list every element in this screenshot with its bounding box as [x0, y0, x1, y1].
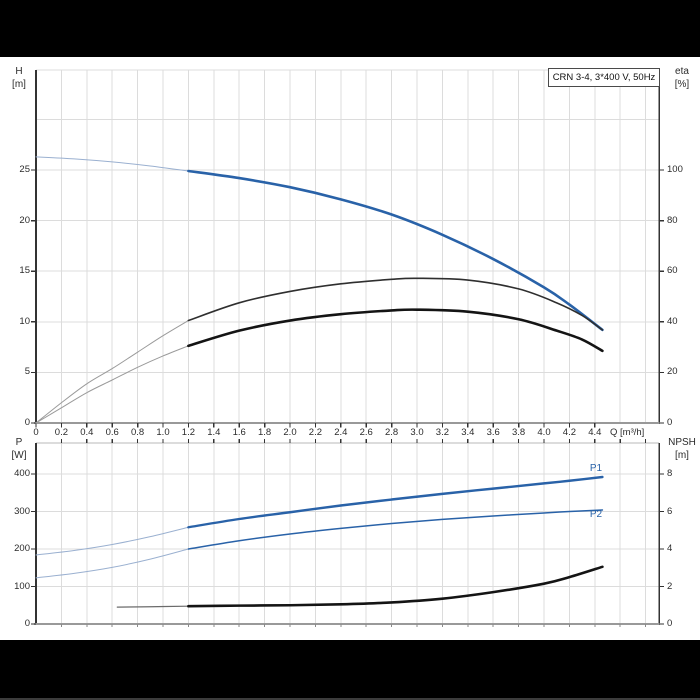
chart-title-box: CRN 3-4, 3*400 V, 50Hz [548, 68, 660, 87]
eta-axis-label: eta [675, 66, 689, 77]
q-tick-label: 2.4 [334, 427, 348, 438]
npsh-tick-label: 2 [667, 580, 673, 592]
npsh-axis-title: NPSH [m] [662, 436, 700, 462]
q-tick-label: 0.8 [130, 427, 145, 438]
npsh-tick-label: 0 [667, 618, 673, 629]
q-tick-label: 2.6 [359, 427, 373, 438]
p1-curve-extension [35, 526, 189, 556]
p-axis-unit: [W] [11, 450, 27, 461]
q-tick-label: 2.0 [283, 427, 297, 438]
eta-tick-label: 100 [667, 164, 683, 175]
eta-tick-label: 0 [667, 417, 673, 428]
bottom-black-bar [0, 640, 700, 700]
q-tick-label: 0.4 [80, 427, 94, 438]
pump-curve-chart [31, 69, 664, 627]
h-tick-label: 15 [19, 265, 30, 277]
p2-curve [187, 509, 604, 550]
p-axis-title: P [W] [0, 436, 39, 462]
npsh-axis-label: NPSH [668, 437, 696, 448]
q-tick-label: 3.8 [511, 427, 526, 438]
npsh-tick-label: 4 [667, 543, 673, 554]
q-tick-label: 0 [33, 427, 39, 438]
npsh-tick-label: 6 [667, 505, 673, 517]
eta-pump-curve-extension [35, 320, 189, 424]
h-q-curve-extension [35, 156, 189, 172]
npsh-curve-extension [116, 605, 189, 608]
q-tick-label: 4.2 [562, 427, 576, 438]
eta-pump-motor-curve-extension [35, 345, 189, 424]
eta-pump-motor-curve [187, 308, 604, 353]
q-tick-label: 2.8 [384, 427, 399, 438]
h-axis-title: H [m] [0, 65, 39, 91]
npsh-axis-unit: [m] [675, 450, 689, 461]
eta-pump-curve [187, 277, 604, 331]
p2-curve-label: P2 [589, 509, 603, 520]
q-tick-label: 4.4 [588, 427, 602, 438]
top-black-bar [0, 0, 700, 57]
p-axis-label: P [15, 437, 23, 448]
h-tick-label: 20 [19, 214, 30, 226]
p1-curve [187, 475, 604, 529]
q-tick-label: 3.0 [410, 427, 424, 438]
h-tick-label: 0 [24, 417, 30, 428]
p1-curve-label: P1 [589, 463, 603, 474]
h-q-curve [187, 169, 604, 332]
eta-axis-title: eta [%] [662, 65, 700, 91]
h-axis-label: H [15, 66, 23, 77]
eta-tick-label: 40 [667, 315, 678, 327]
eta-tick-label: 80 [667, 214, 678, 226]
bottom-edge-line [0, 698, 700, 700]
p-tick-label: 0 [24, 618, 30, 629]
chart-title: CRN 3-4, 3*400 V, 50Hz [552, 72, 656, 83]
p-tick-label: 200 [14, 543, 30, 554]
q-axis-title: Q [m³/h] [610, 427, 645, 438]
h-tick-label: 10 [19, 315, 30, 327]
npsh-curve [187, 565, 604, 608]
eta-axis-unit: [%] [674, 79, 690, 90]
h-tick-label: 5 [24, 366, 30, 378]
q-tick-label: 1.6 [232, 427, 246, 438]
h-tick-label: 25 [19, 164, 30, 175]
q-tick-label: 1.2 [181, 427, 195, 438]
q-tick-label: 4.0 [537, 427, 551, 438]
q-tick-label: 1.8 [257, 427, 272, 438]
p-tick-label: 300 [14, 505, 30, 517]
chart-canvas: H [m] eta [%] P [W] NPSH [m] Q [m³/h] CR… [0, 57, 700, 640]
q-tick-label: 3.4 [461, 427, 475, 438]
eta-tick-label: 20 [667, 366, 678, 378]
q-tick-label: 1.4 [207, 427, 221, 438]
h-axis-unit: [m] [12, 79, 26, 90]
q-tick-label: 0.2 [54, 427, 68, 438]
q-tick-label: 0.6 [105, 427, 119, 438]
p-tick-label: 400 [14, 468, 30, 479]
q-tick-label: 3.6 [486, 427, 500, 438]
p2-curve-extension [35, 548, 189, 579]
p-tick-label: 100 [14, 580, 30, 592]
q-tick-label: 1.0 [156, 427, 170, 438]
q-tick-label: 2.2 [308, 427, 322, 438]
q-tick-label: 3.2 [435, 427, 449, 438]
npsh-tick-label: 8 [667, 468, 673, 479]
eta-tick-label: 60 [667, 265, 678, 277]
